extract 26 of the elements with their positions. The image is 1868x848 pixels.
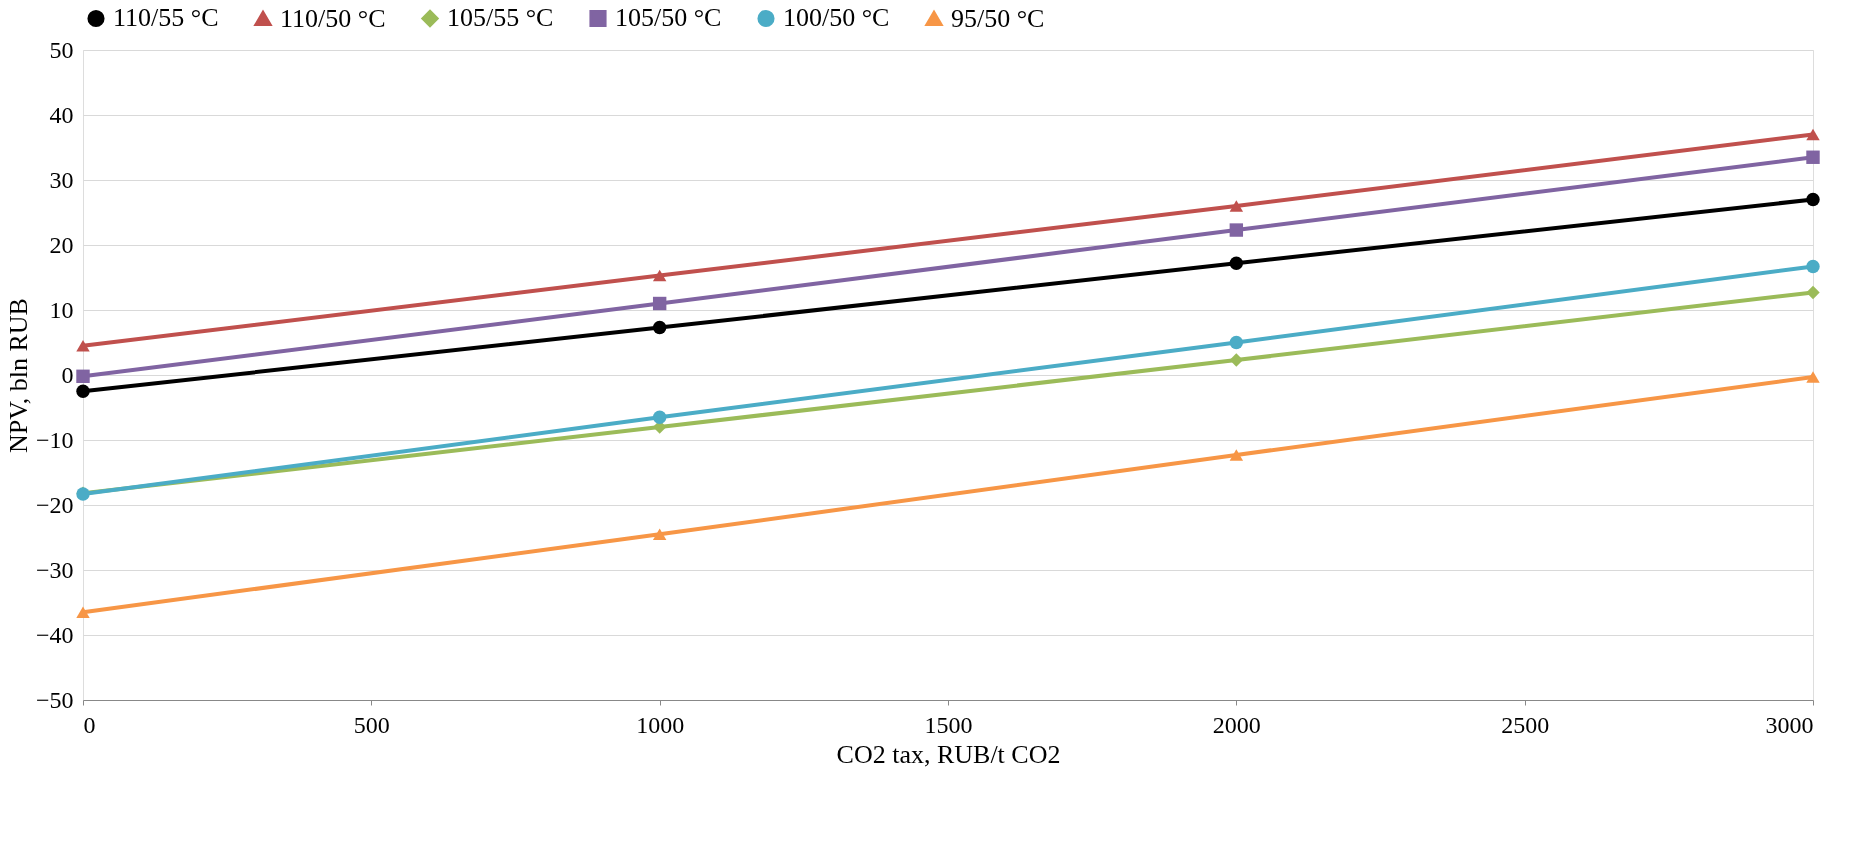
y-axis-title: NPV, bln RUB — [3, 298, 33, 453]
x-axis-title: CO2 tax, RUB/t CO2 — [836, 739, 1061, 769]
legend-label: 105/55 °C — [447, 3, 554, 33]
x-tick-label: 1500 — [924, 711, 973, 738]
y-tick-label: 50 — [49, 36, 74, 63]
legend-label: 95/50 °C — [951, 3, 1045, 33]
y-tick-label: 40 — [49, 101, 74, 128]
y-tick-label: −40 — [35, 621, 74, 648]
legend-label: 100/50 °C — [783, 3, 890, 33]
x-tick-label: 2500 — [1501, 711, 1550, 738]
x-tick-label: 1000 — [636, 711, 685, 738]
y-tick-label: −30 — [35, 556, 74, 583]
x-tick-label: 0 — [83, 711, 96, 738]
y-tick-label: 10 — [49, 296, 74, 323]
y-tick-label: 30 — [49, 166, 74, 193]
y-tick-label: −10 — [35, 426, 74, 453]
legend-label: 105/50 °C — [615, 3, 722, 33]
x-tick-label: 3000 — [1765, 711, 1814, 738]
y-tick-label: −20 — [35, 491, 74, 518]
y-tick-label: −50 — [35, 686, 74, 713]
legend-label: 110/50 °C — [280, 3, 386, 33]
y-tick-label: 20 — [49, 231, 74, 258]
legend-label: 110/55 °C — [113, 3, 219, 33]
y-tick-label: 0 — [61, 361, 74, 388]
x-tick-label: 2000 — [1212, 711, 1261, 738]
x-tick-label: 500 — [353, 711, 390, 738]
